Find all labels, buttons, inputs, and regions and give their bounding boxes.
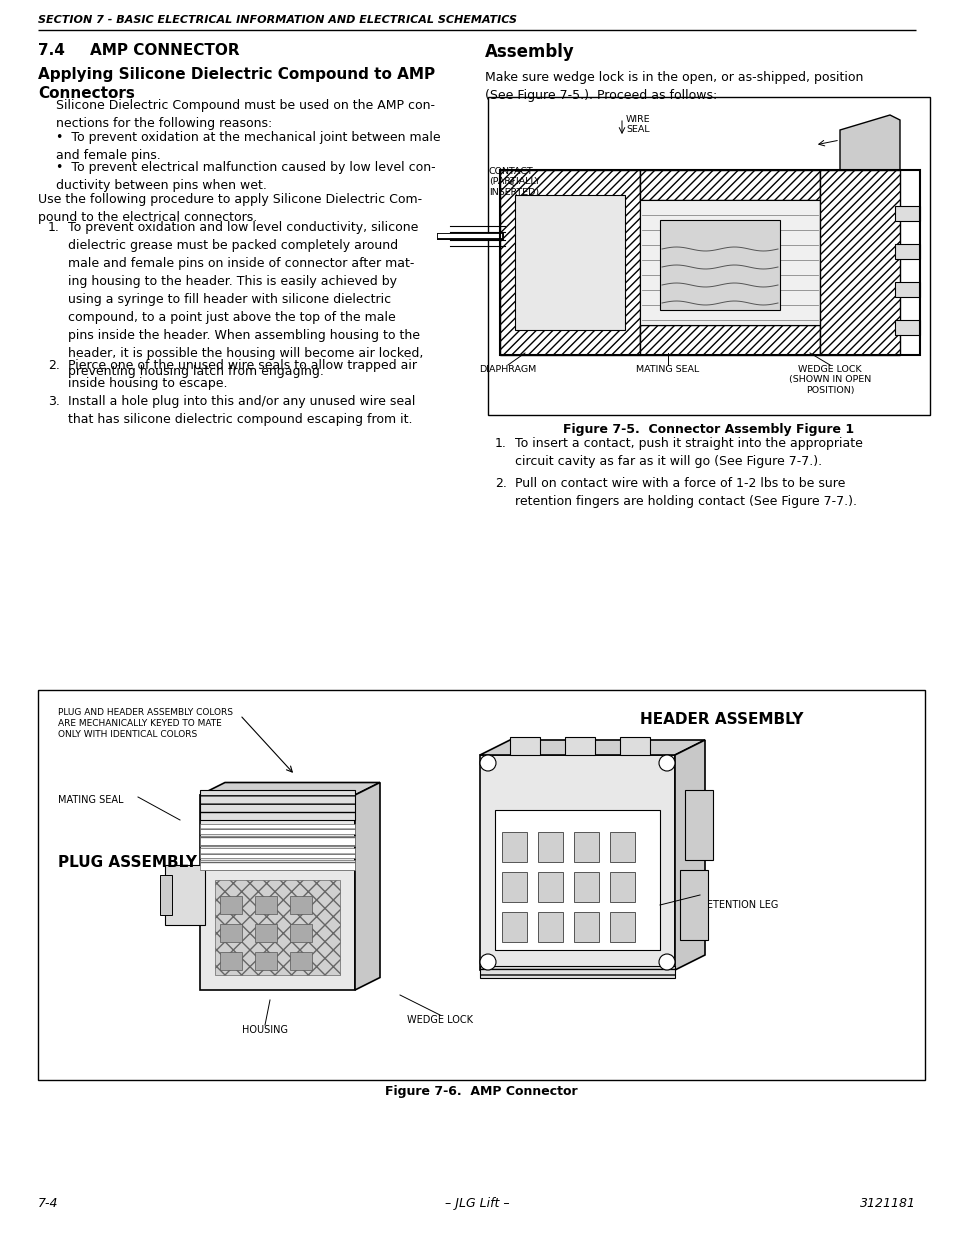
Bar — [200, 860, 355, 869]
Bar — [574, 832, 598, 862]
Text: 2.: 2. — [495, 477, 506, 490]
Bar — [515, 195, 624, 330]
Polygon shape — [355, 783, 379, 990]
Bar — [488, 98, 929, 415]
Text: 3.: 3. — [48, 395, 60, 408]
Bar — [510, 737, 539, 755]
Polygon shape — [675, 740, 704, 969]
Polygon shape — [200, 783, 379, 795]
Bar — [479, 755, 675, 969]
Circle shape — [659, 755, 675, 771]
Bar — [639, 325, 820, 354]
Bar — [894, 320, 919, 335]
Text: To prevent oxidation and low level conductivity, silicone
dielectric grease must: To prevent oxidation and low level condu… — [68, 221, 423, 378]
Circle shape — [479, 953, 496, 969]
Bar — [165, 864, 205, 925]
Bar — [574, 911, 598, 942]
Bar — [820, 170, 899, 354]
Text: 1.: 1. — [495, 437, 506, 450]
Bar — [609, 832, 635, 862]
Bar — [200, 795, 355, 990]
Text: •  To prevent oxidation at the mechanical joint between male
and female pins.: • To prevent oxidation at the mechanical… — [56, 131, 440, 162]
Circle shape — [479, 755, 496, 771]
Text: Figure 7-6.  AMP Connector: Figure 7-6. AMP Connector — [385, 1086, 578, 1098]
Polygon shape — [479, 740, 704, 755]
Bar — [564, 737, 595, 755]
Circle shape — [659, 953, 675, 969]
Bar — [254, 897, 276, 914]
Bar — [609, 872, 635, 902]
Text: Install a hole plug into this and/or any unused wire seal
that has silicone diel: Install a hole plug into this and/or any… — [68, 395, 415, 426]
Text: CONTACT
(PARTIALLY
INSERTED): CONTACT (PARTIALLY INSERTED) — [489, 167, 539, 196]
Text: 7.4: 7.4 — [38, 43, 65, 58]
Bar — [200, 824, 355, 834]
Text: – JLG Lift –: – JLG Lift – — [444, 1197, 509, 1210]
Text: Applying Silicone Dielectric Compound to AMP
Connectors: Applying Silicone Dielectric Compound to… — [38, 67, 435, 100]
Text: Figure 7-5.  Connector Assembly Figure 1: Figure 7-5. Connector Assembly Figure 1 — [563, 424, 854, 436]
Bar — [639, 170, 820, 200]
Text: Silicone Dielectric Compound must be used on the AMP con-
nections for the follo: Silicone Dielectric Compound must be use… — [56, 99, 435, 130]
Bar — [220, 897, 242, 914]
Bar — [290, 924, 312, 942]
Text: SECTION 7 - BASIC ELECTRICAL INFORMATION AND ELECTRICAL SCHEMATICS: SECTION 7 - BASIC ELECTRICAL INFORMATION… — [38, 15, 517, 25]
Text: Assembly: Assembly — [484, 43, 574, 61]
Bar — [220, 952, 242, 969]
Bar — [894, 206, 919, 221]
Text: RETENTION
FINGERS: RETENTION FINGERS — [840, 137, 893, 157]
Bar — [38, 690, 924, 1079]
Text: WEDGE LOCK
(SHOWN IN OPEN
POSITION): WEDGE LOCK (SHOWN IN OPEN POSITION) — [788, 366, 870, 395]
Text: HOUSING: HOUSING — [242, 1025, 288, 1035]
Bar — [609, 911, 635, 942]
Text: To insert a contact, push it straight into the appropriate
circuit cavity as far: To insert a contact, push it straight in… — [515, 437, 862, 468]
Bar — [639, 200, 820, 325]
Text: RETENTION LEG: RETENTION LEG — [700, 900, 778, 910]
Text: 1.: 1. — [48, 221, 60, 233]
Bar — [501, 872, 526, 902]
Bar — [619, 737, 649, 755]
Bar — [160, 876, 172, 915]
Text: Use the following procedure to apply Silicone Dielectric Com-
pound to the elect: Use the following procedure to apply Sil… — [38, 193, 421, 224]
Bar — [537, 911, 562, 942]
Text: PLUG ASSEMBLY: PLUG ASSEMBLY — [58, 855, 196, 869]
Text: WIRE
SEAL: WIRE SEAL — [625, 115, 650, 135]
Text: •  To prevent electrical malfunction caused by low level con-
ductivity between : • To prevent electrical malfunction caus… — [56, 161, 436, 191]
Bar — [200, 836, 355, 846]
Bar — [254, 952, 276, 969]
Text: AMP CONNECTOR: AMP CONNECTOR — [90, 43, 239, 58]
Text: 3121181: 3121181 — [859, 1197, 915, 1210]
Bar — [537, 872, 562, 902]
Text: Make sure wedge lock is in the open, or as-shipped, position
(See Figure 7-5.). : Make sure wedge lock is in the open, or … — [484, 70, 862, 103]
Bar — [495, 810, 659, 950]
Text: WEDGE LOCK: WEDGE LOCK — [407, 1015, 473, 1025]
Bar — [254, 924, 276, 942]
Bar — [684, 790, 712, 860]
Bar — [894, 282, 919, 296]
Bar — [200, 848, 355, 858]
Text: HEADER ASSEMBLY: HEADER ASSEMBLY — [639, 713, 802, 727]
Bar — [499, 170, 639, 354]
Bar — [214, 881, 339, 974]
Bar — [200, 790, 355, 820]
Bar — [501, 832, 526, 862]
Bar — [574, 872, 598, 902]
Polygon shape — [840, 115, 899, 170]
Text: PLUG AND HEADER ASSEMBLY COLORS
ARE MECHANICALLY KEYED TO MATE
ONLY WITH IDENTIC: PLUG AND HEADER ASSEMBLY COLORS ARE MECH… — [58, 708, 233, 740]
Bar — [499, 170, 919, 354]
Text: 2.: 2. — [48, 359, 60, 372]
Bar — [537, 832, 562, 862]
Bar — [290, 952, 312, 969]
Bar — [679, 869, 707, 940]
Text: MATING SEAL: MATING SEAL — [636, 366, 699, 374]
Text: Pull on contact wire with a force of 1-2 lbs to be sure
retention fingers are ho: Pull on contact wire with a force of 1-2… — [515, 477, 856, 508]
Text: DIAPHRAGM: DIAPHRAGM — [478, 366, 536, 374]
Text: 7-4: 7-4 — [38, 1197, 58, 1210]
Bar — [479, 966, 675, 978]
Text: MATING SEAL: MATING SEAL — [58, 795, 123, 805]
Bar — [290, 897, 312, 914]
Bar — [501, 911, 526, 942]
Bar — [894, 245, 919, 259]
Text: Pierce one of the unused wire seals to allow trapped air
inside housing to escap: Pierce one of the unused wire seals to a… — [68, 359, 416, 390]
Bar — [220, 924, 242, 942]
Bar — [659, 220, 780, 310]
